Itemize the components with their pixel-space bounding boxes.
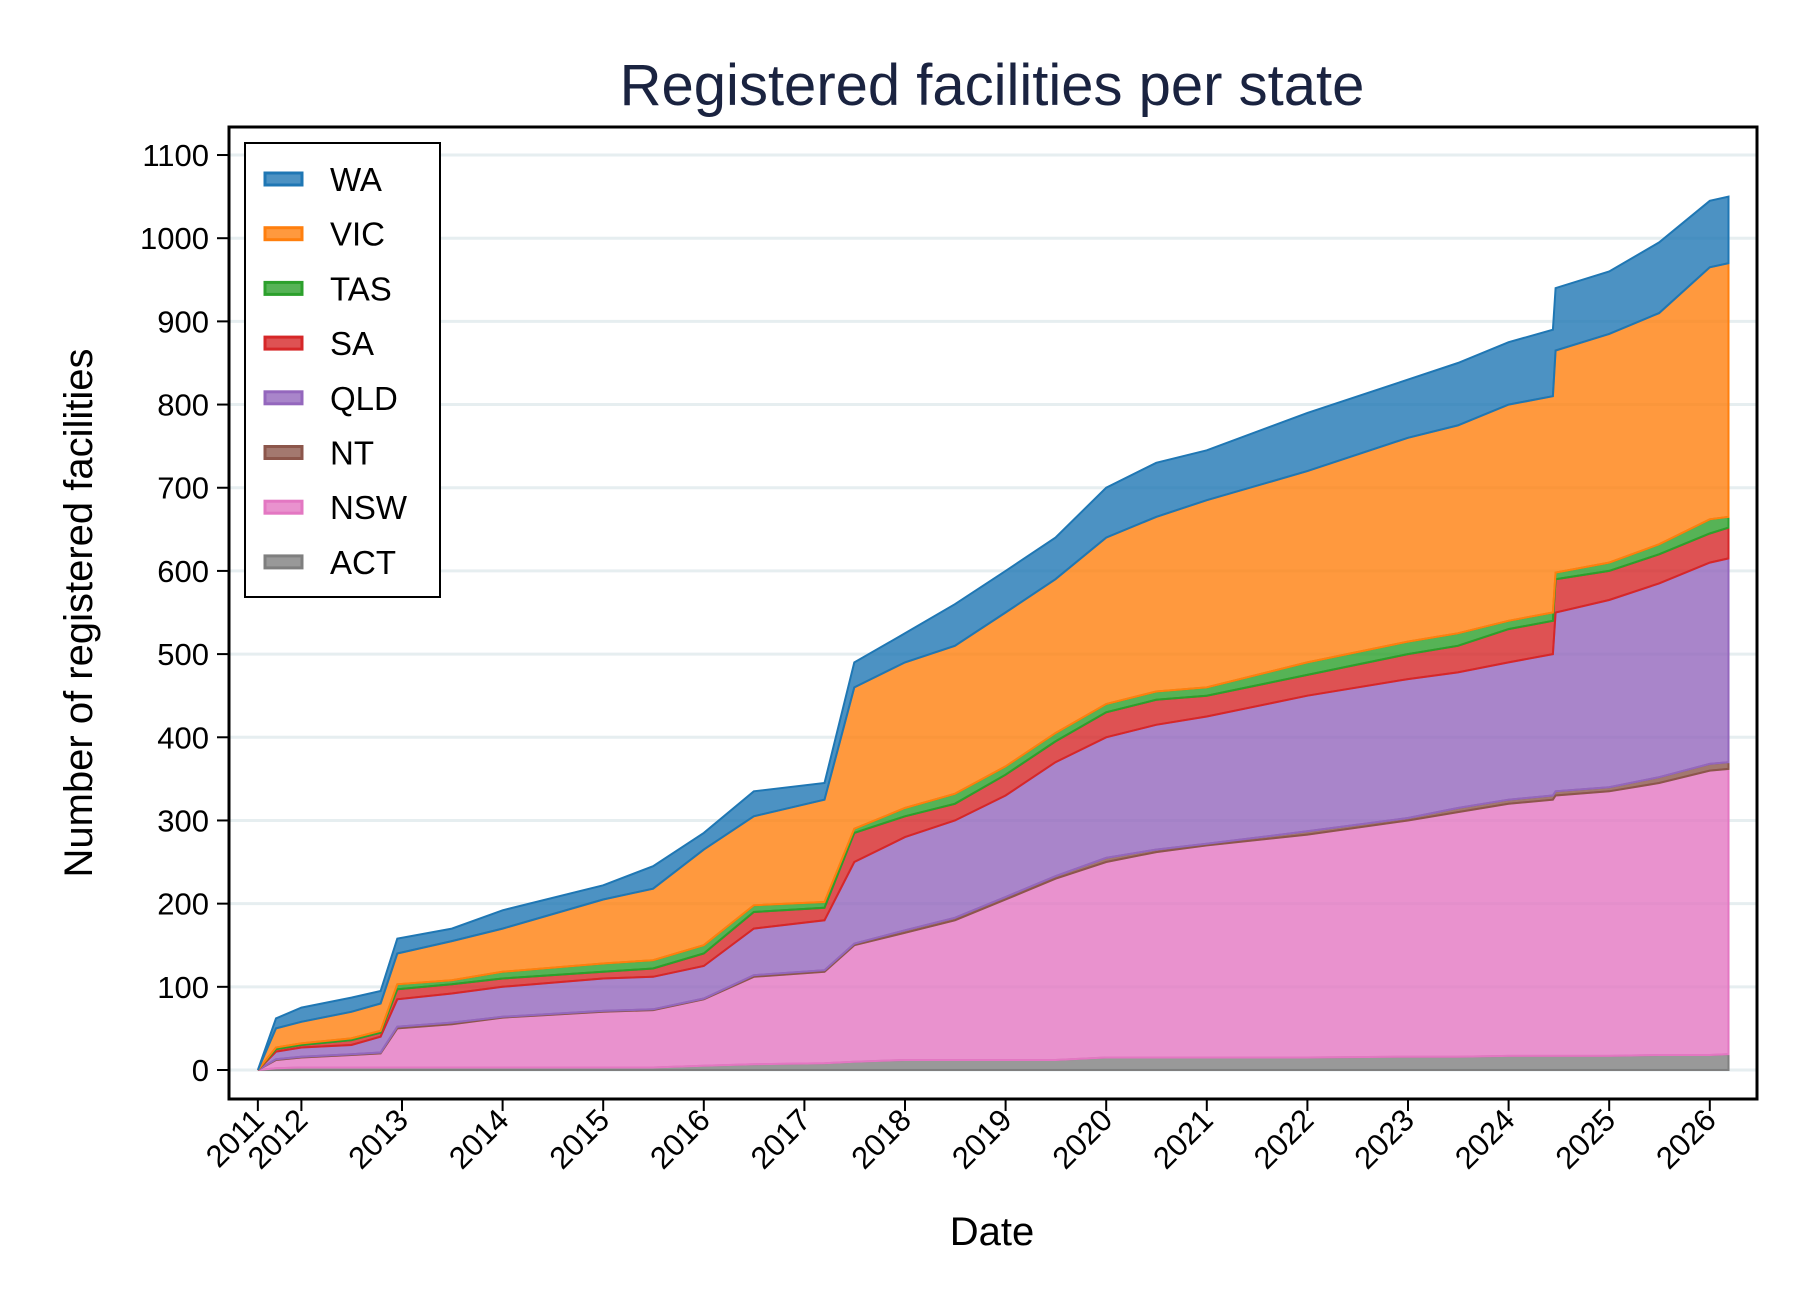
legend-swatch-vic (263, 226, 304, 242)
legend-swatch-tas (263, 280, 304, 296)
legend-swatch-nt (263, 445, 304, 460)
legend-swatch-sa (263, 335, 304, 351)
y-tick-label: 600 (157, 554, 209, 589)
legend-label-act: ACT (330, 544, 396, 581)
legend-swatch-act (263, 554, 304, 570)
plot-frame (227, 125, 1759, 1101)
y-tick-label: 100 (157, 970, 209, 1005)
legend-label-nt: NT (330, 435, 374, 472)
legend-swatch-wa (263, 171, 304, 187)
x-axis-label: Date (950, 1210, 1035, 1254)
legend: WA VIC TAS SA QLD NT NSW ACT (244, 142, 441, 598)
y-tick-label: 500 (157, 637, 209, 672)
legend-label-tas: TAS (330, 270, 392, 307)
legend-label-nsw: NSW (330, 489, 408, 526)
y-tick-label: 400 (157, 720, 209, 755)
legend-label-vic: VIC (330, 216, 385, 253)
chart-title: Registered facilities per state (620, 53, 1365, 118)
legend-label-wa: WA (330, 161, 382, 198)
legend-label-qld: QLD (330, 380, 398, 417)
legend-box (244, 142, 441, 598)
legend-swatch-qld (263, 390, 304, 406)
series-areas (256, 195, 1730, 1071)
y-tick-label: 1100 (142, 138, 209, 173)
legend-label-sa: SA (330, 325, 374, 362)
y-tick-label: 0 (192, 1053, 209, 1088)
y-axis-label: Number of registered facilities (57, 348, 101, 877)
y-tick-label: 300 (157, 803, 209, 838)
y-tick-label: 1000 (140, 221, 209, 256)
area-wa (256, 195, 1730, 1071)
y-tick-label: 200 (157, 887, 209, 922)
y-tick-label: 800 (157, 388, 209, 423)
legend-swatch-nsw (263, 499, 304, 515)
y-tick-label: 700 (157, 471, 209, 506)
y-tick-label: 900 (157, 304, 209, 339)
y-axis: 0 100 200 300 400 500 600 700 800 900 1000 1100 (140, 138, 229, 1088)
